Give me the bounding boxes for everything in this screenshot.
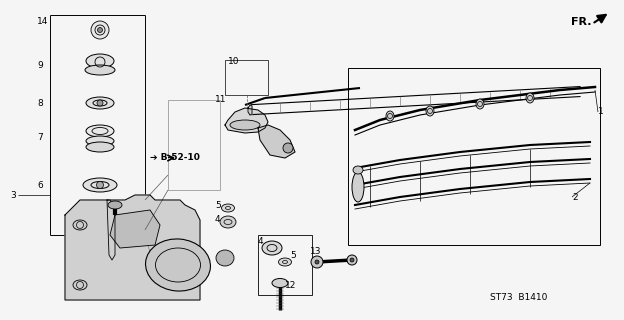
Polygon shape <box>107 200 115 260</box>
Ellipse shape <box>476 99 484 109</box>
Ellipse shape <box>272 278 288 287</box>
Ellipse shape <box>352 172 364 202</box>
Text: FR.: FR. <box>571 17 592 27</box>
Text: 5: 5 <box>215 201 221 210</box>
Text: 14: 14 <box>37 18 49 27</box>
Text: 9: 9 <box>37 60 43 69</box>
Text: 1: 1 <box>598 108 604 116</box>
Text: ST73  B1410: ST73 B1410 <box>490 293 547 302</box>
Ellipse shape <box>86 136 114 146</box>
Polygon shape <box>65 195 200 300</box>
Circle shape <box>315 260 319 264</box>
Ellipse shape <box>86 54 114 68</box>
Circle shape <box>97 100 103 106</box>
Text: 5: 5 <box>290 251 296 260</box>
Ellipse shape <box>73 280 87 290</box>
Bar <box>258 235 312 295</box>
Ellipse shape <box>386 111 394 121</box>
Circle shape <box>311 256 323 268</box>
Ellipse shape <box>108 201 122 209</box>
Text: 4: 4 <box>258 237 263 246</box>
Ellipse shape <box>86 142 114 152</box>
Ellipse shape <box>86 97 114 109</box>
Ellipse shape <box>278 258 291 266</box>
Circle shape <box>91 21 109 39</box>
Ellipse shape <box>216 250 234 266</box>
Polygon shape <box>248 105 252 115</box>
Text: 8: 8 <box>37 99 43 108</box>
Ellipse shape <box>222 204 235 212</box>
Polygon shape <box>110 210 160 248</box>
Bar <box>168 100 220 190</box>
Ellipse shape <box>73 220 87 230</box>
Circle shape <box>97 28 102 33</box>
Text: 3: 3 <box>10 190 16 199</box>
Ellipse shape <box>86 125 114 137</box>
Ellipse shape <box>262 241 282 255</box>
Circle shape <box>347 255 357 265</box>
Text: ➔ B-52-10: ➔ B-52-10 <box>150 154 200 163</box>
Text: 13: 13 <box>310 247 321 257</box>
Ellipse shape <box>426 106 434 116</box>
Ellipse shape <box>526 93 534 103</box>
Circle shape <box>350 258 354 262</box>
Text: 11: 11 <box>215 95 227 105</box>
Ellipse shape <box>145 239 210 291</box>
Text: 7: 7 <box>37 132 43 141</box>
Ellipse shape <box>83 178 117 192</box>
Polygon shape <box>258 125 295 158</box>
Polygon shape <box>225 108 268 133</box>
Text: 6: 6 <box>37 180 43 189</box>
Bar <box>225 60 268 95</box>
Text: 4: 4 <box>215 215 221 225</box>
Ellipse shape <box>85 65 115 75</box>
Bar <box>348 68 600 245</box>
Text: 2: 2 <box>572 193 578 202</box>
Ellipse shape <box>220 216 236 228</box>
Circle shape <box>283 143 293 153</box>
Text: 12: 12 <box>285 281 296 290</box>
Circle shape <box>97 181 104 188</box>
Ellipse shape <box>230 120 260 130</box>
Ellipse shape <box>353 166 363 174</box>
Text: 10: 10 <box>228 58 240 67</box>
